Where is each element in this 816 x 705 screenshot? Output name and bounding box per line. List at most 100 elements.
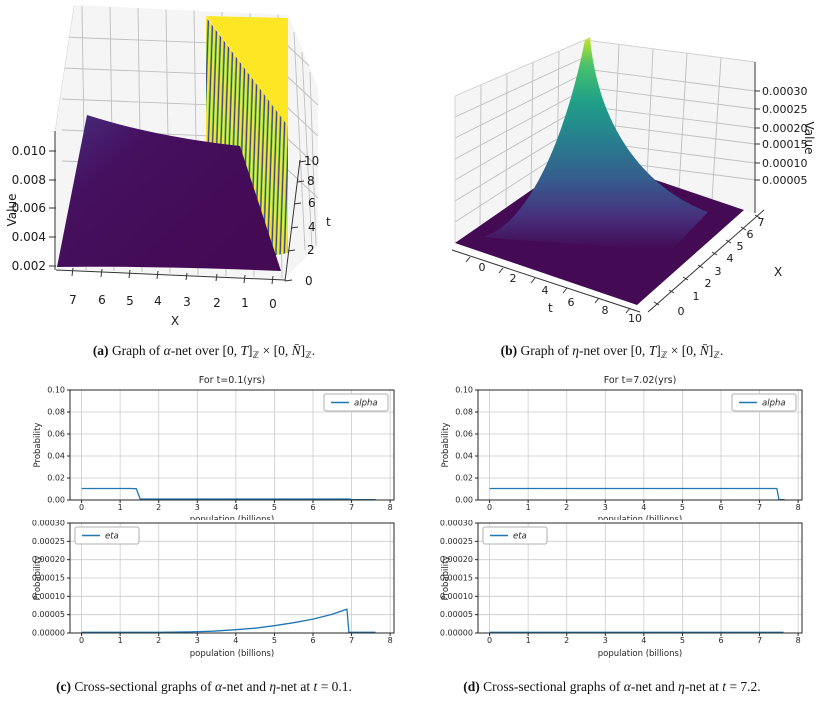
caption-part: (c)	[56, 679, 75, 694]
caption-part: ]	[300, 343, 306, 358]
y-tick-label: 0.00020	[32, 555, 65, 564]
x-axis-label: X	[774, 265, 782, 279]
x-tick-label: 1	[118, 636, 123, 645]
caption-part: Graph of	[520, 343, 573, 358]
t-tick: 0	[305, 274, 313, 288]
x-tick-label: 7	[349, 503, 354, 512]
legend-label: eta	[513, 532, 527, 542]
x-tick-label: 0	[79, 503, 84, 512]
x-tick: 3	[715, 265, 722, 278]
caption-part: ℤ	[713, 350, 720, 360]
x-tick-label: 3	[603, 503, 608, 512]
y-tick-label: 0.00000	[32, 629, 65, 638]
caption-part: -net and	[630, 679, 679, 694]
t-tick: 8	[307, 174, 315, 188]
chart-alpha-t01: 0 1 2 3 4 5 6 7 8 0.00 0.02 0.04 0.06 0.08 0.10 For t=0…	[33, 375, 395, 520]
caption-part: -net at	[276, 679, 314, 694]
z-axis-label: Value	[802, 122, 816, 155]
caption-part: -net over [0,	[170, 343, 241, 358]
x-tick-label: 1	[526, 636, 531, 645]
axes-lines	[49, 131, 307, 285]
x-tick-label: 4	[233, 503, 238, 512]
x-tick: 7	[69, 293, 77, 307]
x-tick: 5	[737, 240, 744, 253]
y-tick-label: 0.00005	[32, 610, 65, 619]
x-tick: 0	[269, 297, 277, 311]
y-axis-label: Probability	[441, 423, 451, 468]
caption-part: t	[313, 679, 318, 694]
y-tick-label: 0.04	[47, 452, 65, 461]
x-tick: 0	[678, 305, 685, 318]
t-tick: 6	[568, 296, 575, 309]
y-tick-label: 0.00030	[440, 520, 473, 528]
y-tick-label: 0.02	[455, 474, 473, 483]
x-tick-label: 5	[272, 636, 277, 645]
z-tick: 0.008	[12, 173, 46, 187]
caption-a: (a) Graph of α-net over [0, T]ℤ × [0, N̄…	[0, 342, 408, 364]
eta-peak-surface	[483, 37, 708, 252]
y-tick-label: 0.06	[47, 430, 65, 439]
x-tick-label: 7	[757, 636, 762, 645]
x-tick: 3	[183, 295, 191, 309]
t-axis-label: t	[326, 215, 331, 229]
chart-title: For t=0.1(yrs)	[199, 375, 266, 386]
caption-part: α	[163, 343, 171, 358]
x-tick-label: 1	[118, 503, 123, 512]
z-axis-label: Value	[5, 194, 19, 227]
x-tick-label: 7	[757, 503, 762, 512]
plot3d-eta: 0 2 4 6 8 10 t 0 1 2 3 4 5 6 7 X 0.00030…	[451, 37, 816, 325]
plot3d-alpha: 0.010 0.008 0.006 0.004 0.002 Value 7 6 …	[5, 5, 331, 328]
x-tick-label: 2	[564, 503, 569, 512]
t-tick: 2	[307, 243, 315, 257]
z-tick: 0.002	[12, 259, 46, 273]
t-tick: 0	[479, 261, 486, 274]
x-tick-label: 4	[641, 636, 646, 645]
z-tick: 0.004	[12, 230, 46, 244]
caption-part: α	[215, 679, 223, 694]
x-tick: 7	[758, 216, 765, 229]
x-tick: 1	[693, 290, 700, 303]
caption-c: (c) Cross-sectional graphs of α-net and …	[0, 678, 408, 695]
x-axis-label: population (billions)	[190, 515, 274, 520]
x-tick-label: 8	[796, 503, 801, 512]
x-tick-label: 0	[79, 636, 84, 645]
x-tick-label: 3	[603, 636, 608, 645]
x-tick: 1	[241, 296, 249, 310]
t-axis-label: t	[548, 301, 553, 315]
x-axis-label: population (billions)	[190, 649, 274, 659]
alpha-surface	[57, 115, 281, 271]
caption-part: η	[269, 679, 277, 694]
t-tick: 4	[542, 284, 549, 297]
x-tick-label: 1	[526, 503, 531, 512]
y-tick-label: 0.00010	[440, 592, 473, 601]
y-tick-label: 0.00000	[440, 629, 473, 638]
caption-part: = 7.2.	[726, 679, 761, 694]
chart-title: For t=7.02(yrs)	[604, 375, 677, 386]
x-tick-label: 6	[310, 636, 315, 645]
chart-eta-t702: 0 1 2 3 4 5 6 7 8 0.00000 0.00005 0.00010 0.00015 0.0…	[440, 520, 803, 659]
axes-spines	[69, 389, 395, 501]
legend-box	[323, 393, 389, 412]
x-tick: 2	[213, 296, 221, 310]
caption-part: -net and	[222, 679, 270, 694]
caption-part: = 0.1.	[317, 679, 352, 694]
x-tick-label: 5	[680, 503, 685, 512]
caption-part: N̄	[291, 343, 301, 358]
z-tick: 0.00010	[762, 157, 808, 170]
caption-part: ]	[248, 343, 253, 358]
y-tick-label: 0.00010	[32, 592, 65, 601]
x-tick-label: 8	[388, 503, 393, 512]
caption-part: ]	[656, 343, 661, 358]
caption-part: Cross-sectional graphs of	[74, 679, 216, 694]
x-tick-label: 2	[564, 636, 569, 645]
y-tick-label: 0.10	[455, 386, 473, 395]
legend-label: alpha	[762, 399, 786, 409]
t-tick: 10	[304, 154, 319, 168]
pane-backdrop	[455, 40, 755, 243]
y-tick-label: 0.06	[455, 430, 473, 439]
x-tick-label: 0	[487, 636, 492, 645]
y-tick-label: 0.00015	[440, 574, 473, 583]
caption-b: (b) Graph of η-net over [0, T]ℤ × [0, N̄…	[408, 342, 816, 364]
caption-part: (d)	[463, 679, 484, 694]
x-tick-label: 3	[195, 636, 200, 645]
